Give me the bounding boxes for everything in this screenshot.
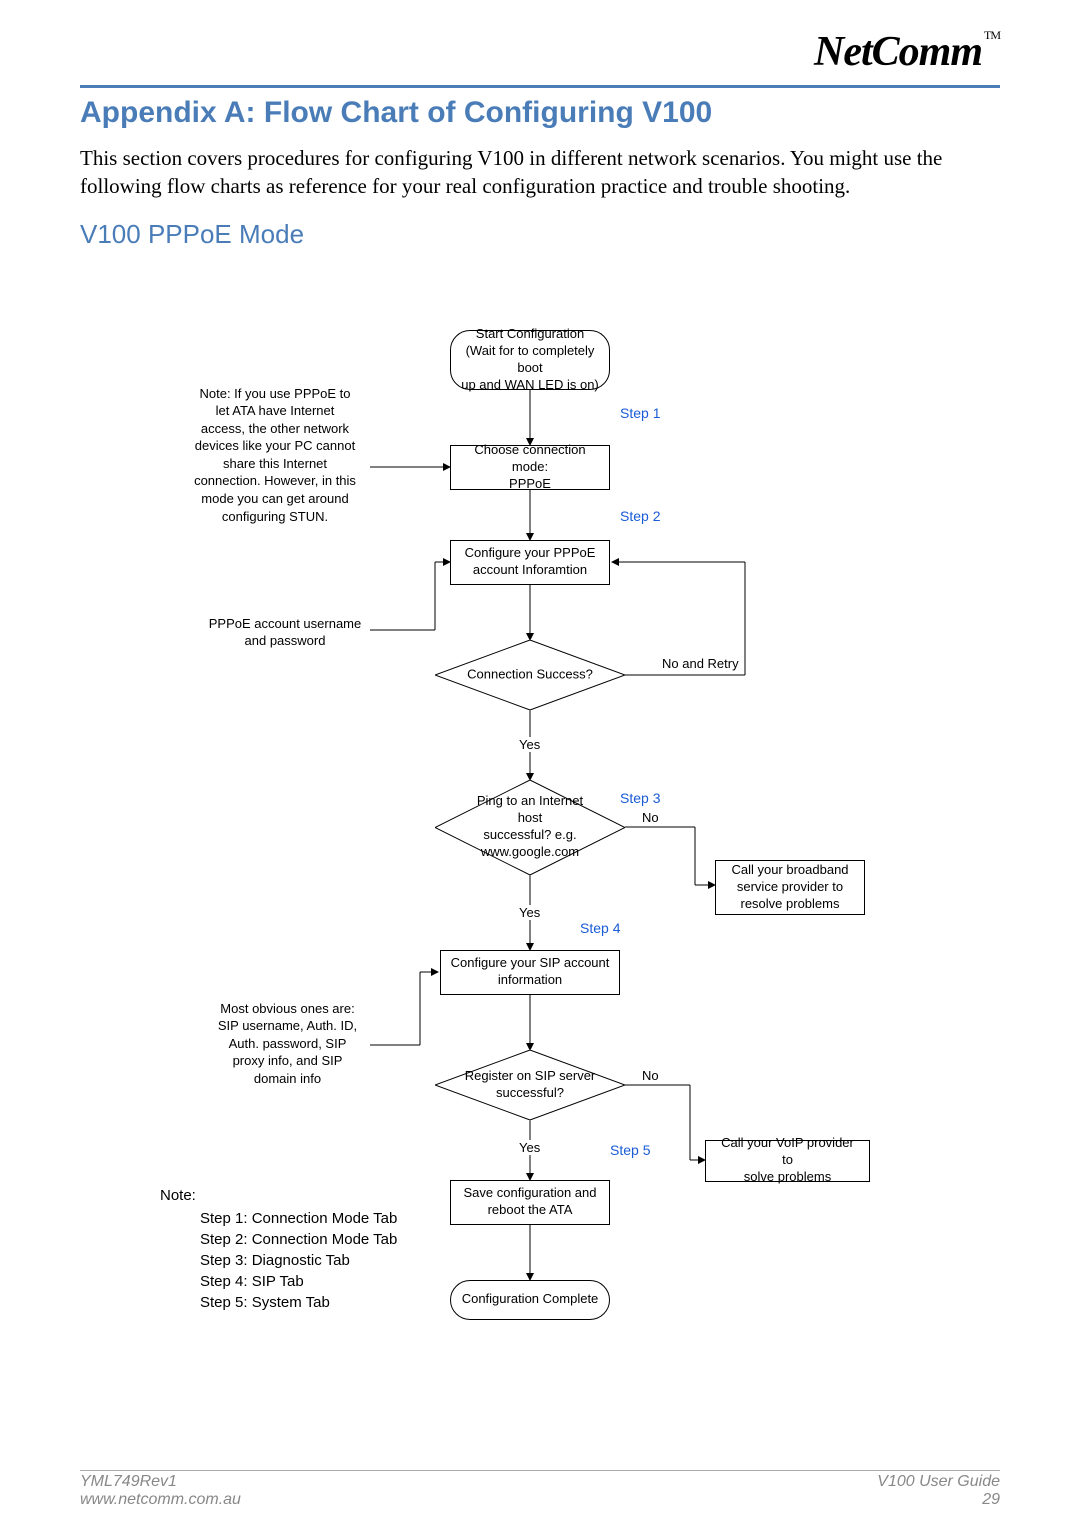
flowchart: Start Configuration (Wait for to complet…: [160, 330, 920, 1380]
node-choose-mode: Choose connection mode: PPPoE: [450, 445, 610, 490]
section-heading: V100 PPPoE Mode: [80, 219, 1000, 250]
page-title: Appendix A: Flow Chart of Configuring V1…: [80, 96, 1000, 130]
label-yes-2: Yes: [517, 905, 542, 920]
label-no-1: No: [640, 810, 661, 825]
node-register-sip: Register on SIP server successful?: [435, 1050, 625, 1120]
node-call-broadband-text: Call your broadband service provider to …: [731, 862, 848, 913]
node-ping-host: Ping to an Internet host successful? e.g…: [435, 780, 625, 875]
node-complete-text: Configuration Complete: [462, 1291, 599, 1308]
label-no-2: No: [640, 1068, 661, 1083]
footnote-title: Note:: [160, 1185, 397, 1206]
label-yes-1: Yes: [517, 737, 542, 752]
footer-pagenum: 29: [877, 1491, 1000, 1509]
label-step2: Step 2: [620, 508, 660, 524]
node-save-reboot: Save configuration and reboot the ATA: [450, 1180, 610, 1225]
label-step5: Step 5: [610, 1142, 650, 1158]
brand-tm: TM: [984, 28, 1000, 42]
label-no-retry: No and Retry: [660, 656, 741, 671]
node-start: Start Configuration (Wait for to complet…: [450, 330, 610, 390]
note-pppoe: Note: If you use PPPoE to let ATA have I…: [180, 385, 370, 525]
intro-paragraph: This section covers procedures for confi…: [80, 144, 1000, 201]
footnote-1: Step 1: Connection Mode Tab: [200, 1208, 397, 1229]
footer-guide: V100 User Guide: [877, 1473, 1000, 1491]
footnote-5: Step 5: System Tab: [200, 1292, 397, 1313]
node-call-broadband: Call your broadband service provider to …: [715, 860, 865, 915]
node-connection-success-text: Connection Success?: [435, 666, 625, 683]
brand-name: NetComm: [814, 29, 982, 75]
node-call-voip: Call your VoIP provider to solve problem…: [705, 1140, 870, 1182]
node-configure-pppoe-text: Configure your PPPoE account Inforamtion: [465, 545, 596, 579]
label-yes-3: Yes: [517, 1140, 542, 1155]
note-account: PPPoE account username and password: [200, 615, 370, 650]
header-divider: [80, 85, 1000, 88]
footer-divider: [80, 1470, 1000, 1471]
node-configure-sip: Configure your SIP account information: [440, 950, 620, 995]
brand-logo: NetCommTM: [814, 28, 1000, 76]
node-ping-host-text: Ping to an Internet host successful? e.g…: [435, 793, 625, 861]
node-complete: Configuration Complete: [450, 1280, 610, 1320]
node-configure-pppoe: Configure your PPPoE account Inforamtion: [450, 540, 610, 585]
page-footer: YML749Rev1 www.netcomm.com.au V100 User …: [80, 1473, 1000, 1509]
footnote-3: Step 3: Diagnostic Tab: [200, 1250, 397, 1271]
label-step3: Step 3: [620, 790, 660, 806]
note-pppoe-text: Note: If you use PPPoE to let ATA have I…: [194, 386, 356, 524]
node-call-voip-text: Call your VoIP provider to solve problem…: [714, 1135, 861, 1186]
footnote-2: Step 2: Connection Mode Tab: [200, 1229, 397, 1250]
node-save-reboot-text: Save configuration and reboot the ATA: [464, 1185, 597, 1219]
label-step1: Step 1: [620, 405, 660, 421]
note-account-text: PPPoE account username and password: [209, 616, 361, 649]
node-choose-mode-text: Choose connection mode: PPPoE: [459, 442, 601, 493]
node-connection-success: Connection Success?: [435, 640, 625, 710]
note-sip: Most obvious ones are: SIP username, Aut…: [205, 1000, 370, 1088]
footnote-4: Step 4: SIP Tab: [200, 1271, 397, 1292]
node-start-text: Start Configuration (Wait for to complet…: [459, 326, 601, 394]
footer-docid: YML749Rev1: [80, 1473, 241, 1491]
node-register-sip-text: Register on SIP server successful?: [435, 1068, 625, 1102]
footer-url: www.netcomm.com.au: [80, 1491, 241, 1509]
node-configure-sip-text: Configure your SIP account information: [451, 955, 610, 989]
note-sip-text: Most obvious ones are: SIP username, Aut…: [218, 1001, 357, 1086]
label-step4: Step 4: [580, 920, 620, 936]
